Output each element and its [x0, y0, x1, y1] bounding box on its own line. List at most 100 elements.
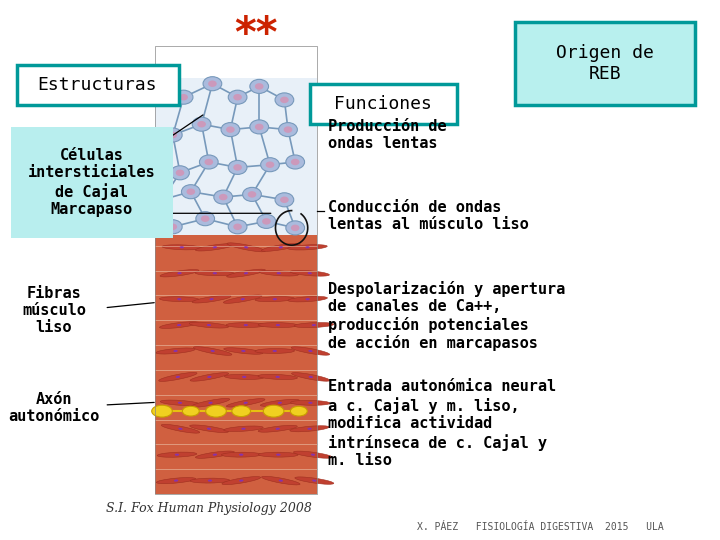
Ellipse shape	[258, 426, 297, 432]
Ellipse shape	[290, 426, 329, 432]
Ellipse shape	[156, 477, 196, 484]
Ellipse shape	[189, 425, 228, 433]
Circle shape	[233, 94, 242, 100]
Ellipse shape	[276, 454, 281, 456]
Circle shape	[176, 170, 184, 176]
Ellipse shape	[258, 374, 297, 380]
Ellipse shape	[227, 243, 265, 252]
Ellipse shape	[258, 322, 298, 328]
Ellipse shape	[294, 451, 333, 458]
Bar	[155, 235, 317, 494]
Ellipse shape	[161, 424, 199, 433]
Circle shape	[199, 155, 218, 169]
Ellipse shape	[240, 298, 245, 300]
Ellipse shape	[276, 324, 280, 326]
Ellipse shape	[226, 399, 265, 407]
Circle shape	[219, 194, 228, 200]
Circle shape	[203, 77, 222, 91]
Ellipse shape	[308, 350, 312, 352]
Ellipse shape	[264, 405, 284, 417]
Ellipse shape	[255, 296, 294, 302]
Circle shape	[243, 187, 261, 201]
Circle shape	[168, 224, 177, 230]
Circle shape	[221, 123, 240, 137]
Ellipse shape	[190, 478, 230, 483]
Ellipse shape	[276, 376, 280, 378]
Text: Axón
autonómico: Axón autonómico	[9, 392, 99, 424]
Circle shape	[275, 193, 294, 207]
Circle shape	[196, 212, 215, 226]
Circle shape	[291, 159, 300, 165]
Ellipse shape	[192, 295, 231, 303]
Ellipse shape	[174, 480, 179, 482]
Ellipse shape	[279, 246, 283, 248]
Circle shape	[192, 117, 211, 131]
Ellipse shape	[222, 452, 261, 457]
Ellipse shape	[179, 428, 183, 430]
Ellipse shape	[194, 347, 232, 355]
Ellipse shape	[195, 451, 234, 458]
Ellipse shape	[241, 428, 246, 430]
Circle shape	[257, 214, 276, 228]
Text: Entrada autonómica neural
a c. Cajal y m. liso,
modifica actividad
intrínseca de: Entrada autonómica neural a c. Cajal y m…	[328, 380, 556, 468]
Ellipse shape	[208, 402, 212, 404]
Ellipse shape	[288, 245, 327, 250]
Ellipse shape	[192, 399, 230, 407]
Circle shape	[248, 191, 256, 198]
Circle shape	[250, 79, 269, 93]
Text: Despolarización y apertura
de canales de Ca++,
producción potenciales
de acción : Despolarización y apertura de canales de…	[328, 281, 565, 351]
Ellipse shape	[190, 373, 228, 381]
Ellipse shape	[227, 269, 266, 277]
Ellipse shape	[158, 373, 197, 381]
Ellipse shape	[309, 376, 313, 378]
Ellipse shape	[291, 347, 330, 355]
Ellipse shape	[244, 272, 248, 274]
Circle shape	[291, 225, 300, 231]
Text: S.I. Fox Human Physiology 2008: S.I. Fox Human Physiology 2008	[106, 502, 312, 515]
Text: **: **	[234, 14, 277, 56]
Circle shape	[197, 121, 206, 127]
Circle shape	[168, 132, 177, 138]
Ellipse shape	[288, 296, 328, 302]
FancyBboxPatch shape	[17, 65, 179, 105]
Ellipse shape	[243, 324, 248, 326]
Ellipse shape	[241, 350, 246, 352]
Ellipse shape	[174, 350, 178, 352]
Circle shape	[228, 220, 247, 234]
Ellipse shape	[242, 376, 246, 378]
Text: Conducción de ondas
lentas al músculo liso: Conducción de ondas lentas al músculo li…	[328, 200, 528, 232]
Circle shape	[261, 158, 279, 172]
Ellipse shape	[210, 350, 215, 352]
Ellipse shape	[223, 295, 262, 303]
Ellipse shape	[291, 400, 330, 406]
Ellipse shape	[232, 406, 251, 416]
Circle shape	[280, 197, 289, 203]
Circle shape	[153, 193, 171, 207]
Circle shape	[228, 160, 247, 174]
FancyBboxPatch shape	[515, 22, 695, 105]
Ellipse shape	[307, 428, 312, 430]
Text: Producción de
ondas lentas: Producción de ondas lentas	[328, 119, 446, 151]
Ellipse shape	[180, 246, 184, 248]
Ellipse shape	[224, 348, 263, 354]
Circle shape	[174, 90, 193, 104]
FancyBboxPatch shape	[11, 127, 173, 238]
Circle shape	[179, 94, 188, 100]
Circle shape	[255, 83, 264, 90]
Circle shape	[181, 185, 200, 199]
Circle shape	[233, 164, 242, 171]
Ellipse shape	[177, 298, 181, 300]
Circle shape	[279, 123, 297, 137]
Ellipse shape	[261, 400, 300, 406]
Ellipse shape	[177, 272, 181, 274]
Circle shape	[214, 190, 233, 204]
Circle shape	[186, 188, 195, 195]
Ellipse shape	[307, 272, 312, 274]
Ellipse shape	[278, 402, 282, 404]
Bar	[155, 78, 317, 235]
Ellipse shape	[160, 322, 199, 328]
Ellipse shape	[225, 374, 264, 380]
Circle shape	[204, 159, 213, 165]
Ellipse shape	[160, 296, 199, 302]
Ellipse shape	[160, 269, 199, 277]
